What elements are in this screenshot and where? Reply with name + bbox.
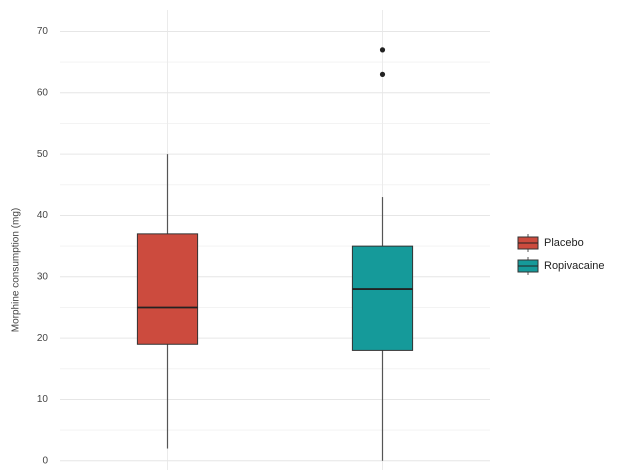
legend-label: Placebo — [544, 237, 584, 249]
y-tick-label: 0 — [42, 455, 48, 466]
box — [136, 233, 199, 345]
y-tick-label: 40 — [37, 210, 49, 221]
y-tick-label: 60 — [37, 87, 49, 98]
y-axis-label: Morphine consumption (mg) — [11, 208, 22, 333]
outlier — [379, 71, 386, 77]
legend-label: Ropivacaine — [544, 260, 605, 272]
y-tick-label: 70 — [37, 26, 49, 37]
y-tick-label: 50 — [37, 149, 49, 160]
outlier — [379, 47, 386, 53]
y-tick-label: 10 — [37, 394, 49, 405]
box — [351, 245, 414, 351]
y-tick-label: 30 — [37, 271, 49, 282]
y-tick-label: 20 — [37, 333, 49, 344]
